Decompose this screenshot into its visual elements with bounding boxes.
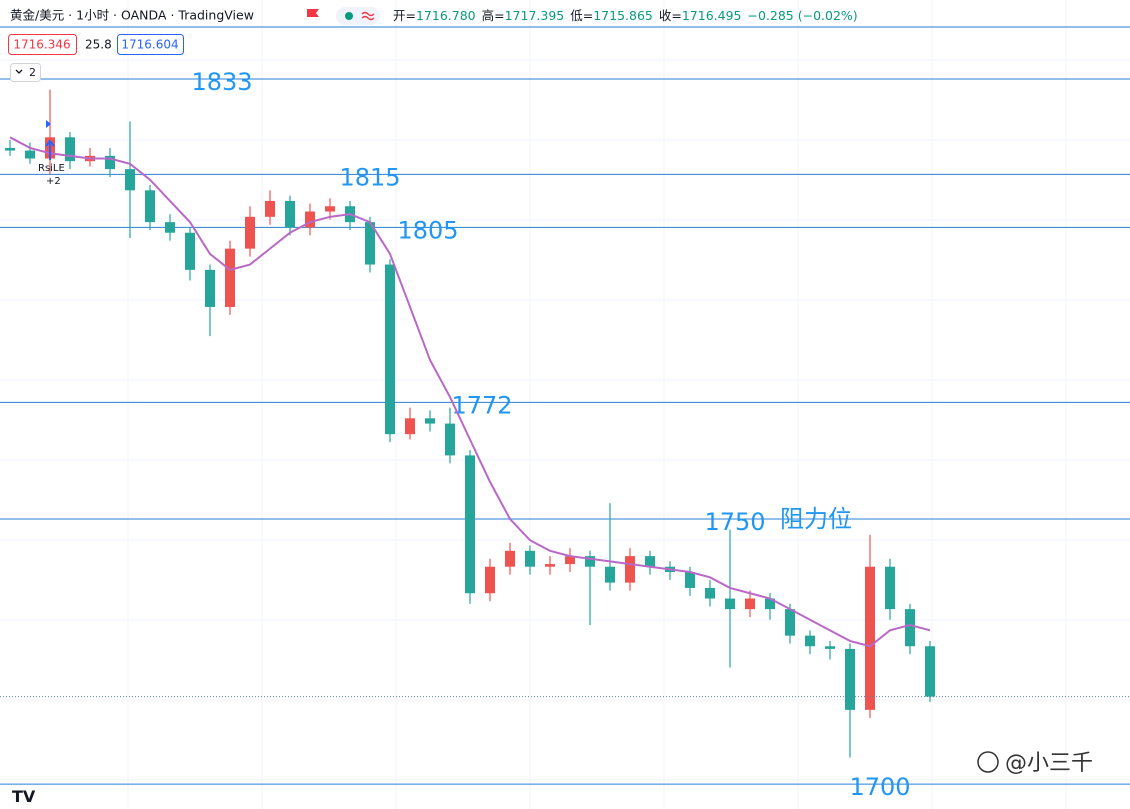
candle-body [565,556,575,565]
candle-body [545,564,555,567]
candle-body [305,211,315,228]
candle-body [465,455,475,594]
status-wave [361,11,375,21]
ohlc-value: 1717.395 [505,8,565,23]
ohlc-label: 收= [659,8,682,23]
candle-body [265,200,275,217]
candle-body [405,418,415,435]
status-dot [345,12,353,20]
candle-body [485,566,495,594]
ohlc-label: 开= [393,8,416,23]
candle-body [865,566,875,710]
candle-body [145,190,155,223]
change: −0.285 (−0.02%) [748,8,858,23]
level-label: 1772 [451,391,512,419]
logo-mark: TV [12,787,36,806]
moving-average [9,136,931,648]
level-label: 1805 [397,216,458,244]
candle-body [225,248,235,307]
candle-body [425,418,435,424]
candle-body [105,155,115,170]
flag-icon [307,9,319,17]
candle-body [65,137,75,162]
ohlc-row: 开=1716.780 高=1717.395 低=1715.865 收=1716.… [393,8,858,23]
level-label: 1700 [849,773,910,801]
candle-body [325,206,335,212]
symbol-title: 黄金/美元 · 1小时 · OANDA · TradingView [10,8,254,23]
candle-body [805,635,815,647]
candle-body [825,646,835,649]
watermark: @小三千 [1005,751,1093,776]
level-label: 1815 [339,163,400,191]
candle-body [905,609,915,647]
indicator-value: 1716.346 [13,38,70,52]
candle-body [645,556,655,567]
watermark-icon [977,751,999,773]
candle-body [885,566,895,610]
candle-body [25,150,35,159]
level-label: 1833 [191,68,252,96]
candle-body [625,556,635,583]
candle-body [385,264,395,435]
ohlc-value: 1716.780 [416,8,476,23]
signal-marker [46,120,51,128]
candle-body [765,598,775,610]
value-box [117,34,184,55]
signal-arrow [45,139,55,160]
status-chip [336,7,380,25]
candle-body [605,566,615,583]
candle-body [845,648,855,710]
ohlc-value: 1715.865 [593,8,653,23]
candle-body [185,232,195,270]
candle-body [745,598,755,610]
candle-body [785,609,795,636]
candle-body [585,556,595,567]
chevron [15,69,23,74]
candle-body [285,200,295,228]
indicator-value: 1716.604 [121,38,178,52]
level-note: 阻力位 [780,505,852,533]
candle-body [705,587,715,599]
signal-label: RsiLE [38,163,65,174]
collapse-button[interactable] [10,63,41,82]
collapse-count: 2 [29,66,36,79]
candle-body [365,222,375,265]
candle-body [5,147,15,151]
value-box [8,34,77,55]
candle-body [205,269,215,307]
level-label: 1750 [704,508,765,536]
candle-body [725,598,735,610]
ohlc-label: 高= [482,8,505,23]
candle-body [245,216,255,249]
ohlc-label: 低= [570,8,593,23]
candle-body [445,423,455,456]
logo: TV [12,787,36,806]
signal-count: +2 [46,176,61,187]
plot: 1833 1815 1805 1772 1750 1700 阻力位 [0,68,1130,801]
ohlc-value: 1716.495 [682,8,742,23]
indicator-value: 25.8 [85,38,112,52]
candle-body [505,550,515,567]
candle-body [525,550,535,567]
candle-body [925,646,935,697]
candle-body [125,169,135,191]
candle-body [165,222,175,233]
candle-body [685,572,695,588]
